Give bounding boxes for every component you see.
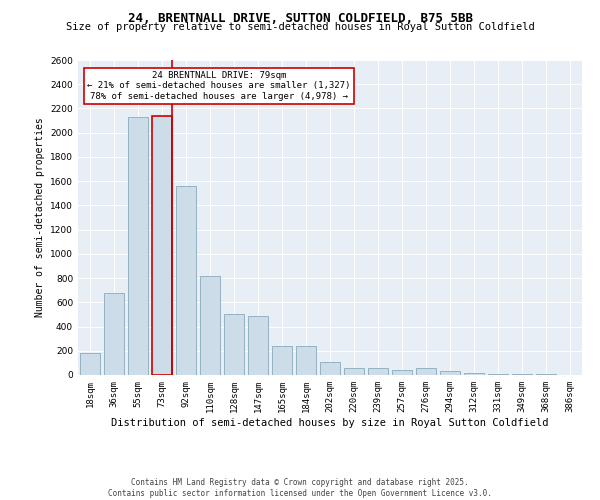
Bar bbox=[488, 374, 508, 375]
Bar bbox=[344, 368, 364, 375]
Text: Contains HM Land Registry data © Crown copyright and database right 2025.
Contai: Contains HM Land Registry data © Crown c… bbox=[108, 478, 492, 498]
Bar bbox=[200, 276, 220, 375]
X-axis label: Distribution of semi-detached houses by size in Royal Sutton Coldfield: Distribution of semi-detached houses by … bbox=[111, 418, 549, 428]
Bar bbox=[176, 186, 196, 375]
Bar bbox=[80, 353, 100, 375]
Text: 24 BRENTNALL DRIVE: 79sqm
← 21% of semi-detached houses are smaller (1,327)
78% : 24 BRENTNALL DRIVE: 79sqm ← 21% of semi-… bbox=[88, 71, 351, 101]
Bar bbox=[104, 292, 124, 375]
Bar bbox=[536, 374, 556, 375]
Bar bbox=[152, 116, 172, 375]
Bar bbox=[416, 368, 436, 375]
Bar bbox=[320, 362, 340, 375]
Text: 24, BRENTNALL DRIVE, SUTTON COLDFIELD, B75 5BB: 24, BRENTNALL DRIVE, SUTTON COLDFIELD, B… bbox=[128, 12, 473, 26]
Bar bbox=[224, 314, 244, 375]
Bar bbox=[128, 117, 148, 375]
Bar bbox=[272, 346, 292, 375]
Bar bbox=[512, 374, 532, 375]
Bar bbox=[296, 346, 316, 375]
Text: Size of property relative to semi-detached houses in Royal Sutton Coldfield: Size of property relative to semi-detach… bbox=[65, 22, 535, 32]
Y-axis label: Number of semi-detached properties: Number of semi-detached properties bbox=[35, 118, 44, 318]
Bar bbox=[464, 373, 484, 375]
Bar bbox=[392, 370, 412, 375]
Bar bbox=[368, 368, 388, 375]
Bar bbox=[440, 371, 460, 375]
Bar bbox=[248, 316, 268, 375]
